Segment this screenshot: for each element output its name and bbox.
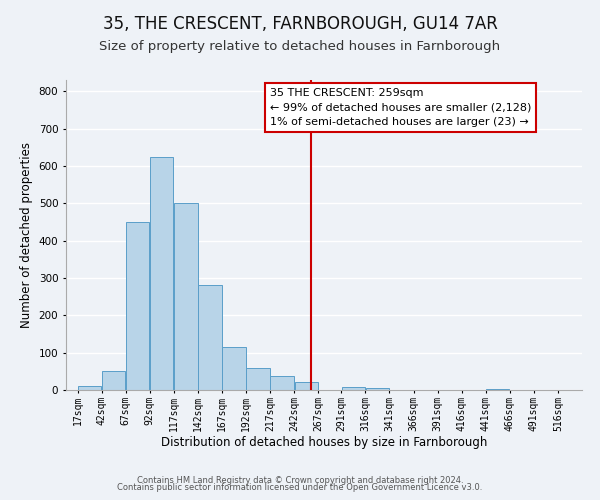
X-axis label: Distribution of detached houses by size in Farnborough: Distribution of detached houses by size … <box>161 436 487 450</box>
Bar <box>247 368 270 390</box>
Bar <box>198 286 221 390</box>
Text: Size of property relative to detached houses in Farnborough: Size of property relative to detached ho… <box>100 40 500 53</box>
Bar <box>486 389 509 390</box>
Bar <box>102 372 125 390</box>
Bar <box>150 156 173 390</box>
Y-axis label: Number of detached properties: Number of detached properties <box>20 142 33 328</box>
Bar <box>271 376 294 390</box>
Bar <box>342 387 365 390</box>
Text: 35, THE CRESCENT, FARNBOROUGH, GU14 7AR: 35, THE CRESCENT, FARNBOROUGH, GU14 7AR <box>103 15 497 33</box>
Text: Contains HM Land Registry data © Crown copyright and database right 2024.: Contains HM Land Registry data © Crown c… <box>137 476 463 485</box>
Bar <box>174 204 197 390</box>
Text: Contains public sector information licensed under the Open Government Licence v3: Contains public sector information licen… <box>118 484 482 492</box>
Text: 35 THE CRESCENT: 259sqm
← 99% of detached houses are smaller (2,128)
1% of semi-: 35 THE CRESCENT: 259sqm ← 99% of detache… <box>270 88 531 128</box>
Bar <box>366 388 389 390</box>
Bar <box>126 222 149 390</box>
Bar <box>78 386 101 390</box>
Bar <box>223 347 245 390</box>
Bar <box>295 382 318 390</box>
